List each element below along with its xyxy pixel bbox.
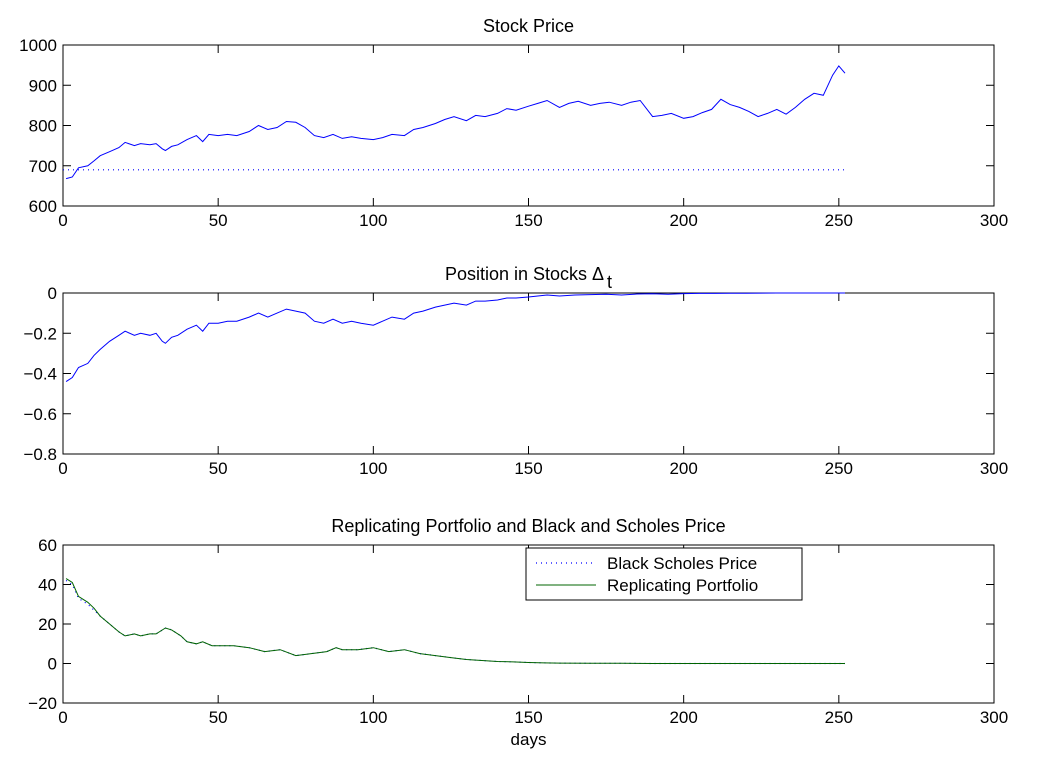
y-tick-label: 1000 <box>19 36 57 55</box>
y-tick-label: 0 <box>48 655 57 674</box>
x-tick-label: 0 <box>58 708 67 727</box>
panel-1-title: Stock Price <box>483 16 574 36</box>
series-1-line <box>65 65 846 180</box>
legend-entry: Black Scholes Price <box>607 554 757 573</box>
x-tick-label: 250 <box>825 708 853 727</box>
x-tick-label: 100 <box>359 211 387 230</box>
x-tick-label: 300 <box>980 708 1008 727</box>
x-tick-label: 250 <box>825 211 853 230</box>
panel-3-title: Replicating Portfolio and Black and Scho… <box>331 516 725 536</box>
x-tick-label: 100 <box>359 459 387 478</box>
y-tick-label: 900 <box>29 76 57 95</box>
legend-entry: Replicating Portfolio <box>607 576 758 595</box>
x-tick-label: 50 <box>209 211 228 230</box>
axes-box <box>62 44 995 207</box>
y-tick-label: −0.6 <box>23 405 57 424</box>
y-tick-label: 0 <box>48 284 57 303</box>
y-tick-label: −0.4 <box>23 365 57 384</box>
y-tick-label: −0.2 <box>23 324 57 343</box>
y-tick-label: 600 <box>29 197 57 216</box>
title-subscript: t <box>607 272 612 292</box>
x-axis-label: days <box>511 730 547 749</box>
x-tick-label: 150 <box>514 459 542 478</box>
series-1-line <box>65 292 845 383</box>
legend-box <box>525 547 803 601</box>
x-tick-label: 50 <box>209 459 228 478</box>
x-tick-label: 200 <box>669 459 697 478</box>
x-tick-label: 150 <box>514 708 542 727</box>
panel-1: Stock Price 0 50 100 150 200 250 300 600 700 800 90… <box>19 16 1008 230</box>
y-tick-label: 60 <box>38 536 57 555</box>
x-tick-label: 200 <box>669 211 697 230</box>
replicating-portfolio-line <box>65 578 845 664</box>
y-tick-label: −20 <box>28 694 57 713</box>
x-tick-label: 100 <box>359 708 387 727</box>
x-tick-label: 300 <box>980 211 1008 230</box>
y-tick-label: 800 <box>29 117 57 136</box>
x-tick-label: 250 <box>825 459 853 478</box>
y-tick-label: 700 <box>29 157 57 176</box>
y-tick-label: 40 <box>38 576 57 595</box>
x-tick-label: 150 <box>514 211 542 230</box>
x-tick-label: 0 <box>58 459 67 478</box>
panel-3: Replicating Portfolio and Black and Scho… <box>28 516 1008 749</box>
x-tick-label: 200 <box>669 708 697 727</box>
x-tick-label: 0 <box>58 211 67 230</box>
x-tick-label: 300 <box>980 459 1008 478</box>
axes-box <box>62 292 995 455</box>
y-tick-label: 20 <box>38 615 57 634</box>
x-tick-label: 50 <box>209 708 228 727</box>
y-tick-label: −0.8 <box>23 445 57 464</box>
legend: Black Scholes Price Replicating Portfolio <box>525 547 803 601</box>
